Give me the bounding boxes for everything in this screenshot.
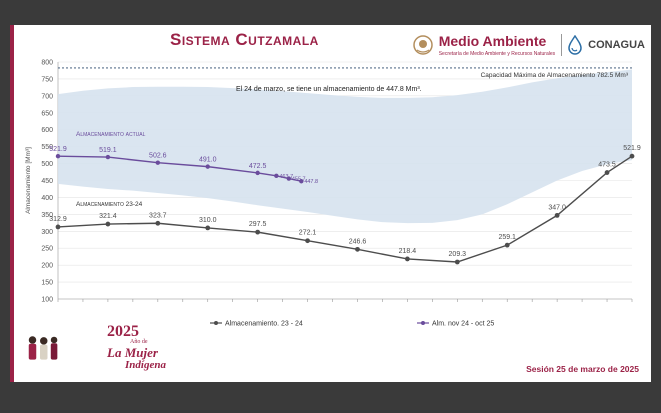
y-axis-label: Almacenamiento [Mm³] [25,147,32,214]
storage-chart: Capacidad Máxima de Almacenamiento 782.5… [25,60,641,328]
series-0-label-2: 323.7 [149,212,167,219]
series-1-label-6: 455.7 [292,177,306,183]
x-tick-marks [57,299,633,302]
series-0-label-11: 473.5 [598,162,616,169]
series-0-point-9 [504,242,510,248]
series-1-point-1 [105,154,111,160]
series-1-label-1: 519.1 [99,147,117,154]
series-0-point-8 [454,259,460,265]
y-tick-650: 650 [41,110,53,117]
medio-ambiente-logo: Medio Ambiente Secretaría de Medio Ambie… [439,33,555,57]
series-0-point-7 [404,256,410,262]
y-tick-700: 700 [41,93,53,100]
y-tick-550: 550 [41,144,53,151]
accent-bar [10,25,14,382]
series-1-label-7: 447.8 [304,179,318,185]
y-tick-750: 750 [41,76,53,83]
series-label-previous: Almacenamiento 23-24 [76,201,143,208]
series-layer: 312.9 321.4 323.7 310.0 297.5 272.1 246.6 218.4… [49,145,641,265]
series-0-label-7: 218.4 [399,248,417,255]
series-0-point-4 [255,229,261,235]
y-tick-450: 450 [41,178,53,185]
legend-text-previous: Almacenamiento. 23 - 24 [225,321,303,328]
series-1-label-3: 491.0 [199,157,217,164]
y-tick-800: 800 [41,60,53,67]
series-1-label-5: 463.7 [279,174,293,180]
series-1-point-0 [55,153,61,159]
series-1-point-6 [286,176,292,181]
series-0-point-5 [305,238,310,244]
y-tick-labels: 100 150 200 250 300 350 400 450 500 550 600 650 700 7… [41,60,53,304]
series-0-label-10: 347.0 [548,204,566,211]
series-1-point-5 [274,173,279,179]
series-0-point-1 [105,221,111,227]
series-0-label-4: 297.5 [249,221,267,228]
badge-line1: Año de [130,339,148,345]
series-1-point-2 [155,160,161,165]
y-tick-100: 100 [41,297,53,304]
legend-text-current: Alm. nov 24 - oct 25 [432,321,494,328]
coat-of-arms-icon [412,35,433,55]
badge-line3: Indígena [125,359,166,371]
series-0-point-2 [155,220,161,226]
medio-ambiente-subtext: Secretaría de Medio Ambiente y Recursos … [438,51,556,57]
y-tick-500: 500 [41,161,53,168]
legend: Almacenamiento. 23 - 24 Alm. nov 24 - oc… [210,321,494,328]
slide: Sistema Cutzamala Medio Ambiente Secreta… [10,25,651,382]
series-0-point-0 [55,224,61,230]
series-1-point-7 [299,179,304,184]
session-date: Sesión 25 de marzo de 2025 [526,364,639,374]
y-tick-150: 150 [41,280,53,287]
logo-group: Medio Ambiente Secretaría de Medio Ambie… [412,31,645,59]
logo-divider [561,34,563,56]
series-0-label-5: 272.1 [299,230,317,237]
badge-year: 2025 [107,323,139,340]
y-tick-350: 350 [41,212,53,219]
series-0-label-12: 521.9 [623,145,641,152]
series-0-label-6: 246.6 [349,238,367,245]
women-illustration [28,336,58,360]
series-label-current: Almacenamiento actual [76,131,146,138]
y-tick-300: 300 [41,229,53,236]
series-0-label-9: 259.1 [498,234,516,241]
series-0-point-12 [629,153,635,159]
series-1-label-4: 472.5 [249,163,267,170]
badge-line2: La Mujer [107,345,158,360]
y-tick-600: 600 [41,127,53,134]
series-0-label-1: 321.4 [99,213,117,220]
series-1-label-0: 521.9 [49,146,67,153]
capacity-label: Capacidad Máxima de Almacenamiento 782.5… [481,72,629,79]
legend-marker-previous [214,321,218,325]
series-1-label-2: 502.6 [149,153,167,160]
series-0-point-3 [205,225,211,231]
series-0-label-3: 310.0 [199,217,217,224]
chart-annotation: El 24 de marzo, se tiene un almacenamien… [236,86,422,93]
series-1-point-3 [205,164,210,169]
conagua-logo: CONAGUA [588,39,645,51]
series-0-point-6 [355,246,360,252]
page-title: Sistema Cutzamala [170,30,319,49]
y-tick-250: 250 [41,246,53,253]
series-0-point-11 [604,170,610,175]
series-0-label-0: 312.9 [49,216,67,223]
y-tick-400: 400 [41,195,53,202]
series-0-label-8: 209.3 [449,251,467,258]
series-1-point-4 [255,170,260,176]
y-tick-200: 200 [41,263,53,270]
medio-ambiente-text: Medio Ambiente [438,33,547,49]
series-0-point-10 [554,212,560,218]
water-drop-icon [568,35,582,55]
range-band [58,69,632,224]
legend-marker-current [421,321,425,325]
